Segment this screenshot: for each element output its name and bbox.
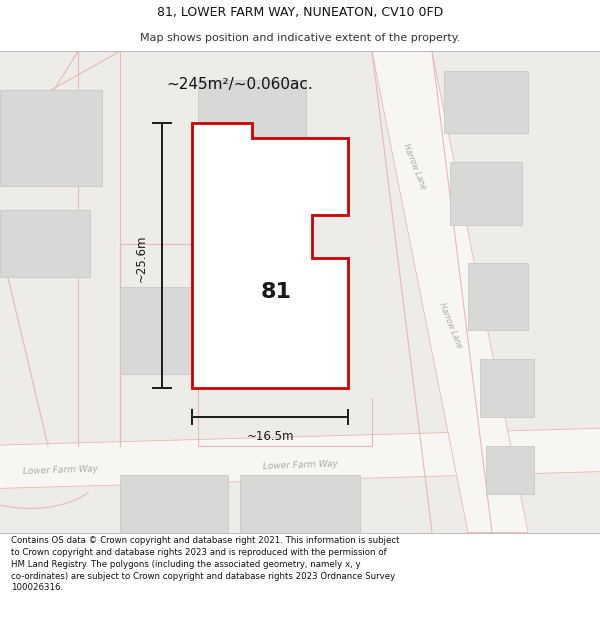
- Bar: [198, 80, 306, 148]
- Text: Map shows position and indicative extent of the property.: Map shows position and indicative extent…: [140, 33, 460, 44]
- Bar: [480, 359, 534, 417]
- Text: Contains OS data © Crown copyright and database right 2021. This information is : Contains OS data © Crown copyright and d…: [11, 536, 400, 592]
- Text: ~25.6m: ~25.6m: [134, 234, 148, 282]
- Text: 81, LOWER FARM WAY, NUNEATON, CV10 0FD: 81, LOWER FARM WAY, NUNEATON, CV10 0FD: [157, 6, 443, 19]
- Text: ~16.5m: ~16.5m: [246, 430, 294, 442]
- Text: ~245m²/~0.060ac.: ~245m²/~0.060ac.: [167, 78, 313, 92]
- Polygon shape: [372, 51, 528, 532]
- Bar: [0, 210, 90, 278]
- Bar: [444, 71, 528, 133]
- Bar: [486, 446, 534, 494]
- Bar: [450, 162, 522, 224]
- Bar: [468, 263, 528, 331]
- Text: Harrow Lane: Harrow Lane: [401, 142, 427, 191]
- Polygon shape: [192, 124, 348, 388]
- Text: Lower Farm Way: Lower Farm Way: [22, 464, 98, 476]
- Text: Harrow Lane: Harrow Lane: [437, 301, 463, 349]
- Bar: [0, 90, 102, 186]
- Bar: [240, 475, 360, 532]
- Polygon shape: [0, 427, 600, 489]
- Text: Lower Farm Way: Lower Farm Way: [262, 459, 338, 471]
- Bar: [120, 287, 192, 374]
- Text: 81: 81: [260, 282, 292, 302]
- Bar: [120, 475, 228, 532]
